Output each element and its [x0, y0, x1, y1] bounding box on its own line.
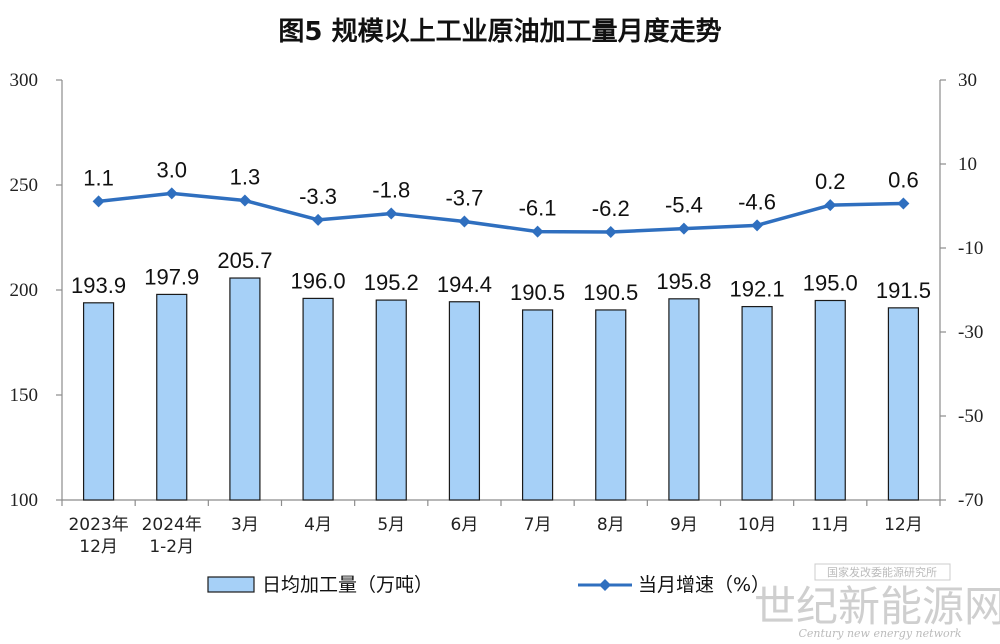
chart-title: 图5 规模以上工业原油加工量月度走势: [278, 16, 721, 47]
bar-data-label: 194.4: [437, 272, 492, 297]
line-point: [751, 219, 764, 232]
bar-data-label: 190.5: [510, 280, 565, 305]
bar: [375, 299, 407, 501]
growth-line: [98, 191, 904, 234]
bar-data-label: 205.7: [217, 248, 272, 273]
bar-data-label: 192.1: [730, 277, 785, 302]
line-data-label: 0.6: [888, 167, 919, 192]
x-tick-label: 12月: [884, 515, 923, 535]
line-point: [824, 199, 837, 212]
bar: [887, 307, 920, 501]
line-point: [238, 194, 251, 207]
x-tick-label: 6月: [451, 515, 479, 535]
watermark: 国家发改委能源研究所 世纪新能源网 Century new energy net…: [754, 563, 1000, 640]
bar-data-label: 195.0: [803, 271, 858, 296]
line-point: [677, 222, 690, 235]
line-data-label: 3.0: [156, 157, 187, 182]
x-tick-label: 11月: [811, 515, 850, 535]
bar: [82, 302, 115, 501]
y-right-tick-label: 10: [958, 154, 977, 175]
x-tick-label: 2023年: [68, 515, 128, 535]
bar-data-label: 191.5: [876, 278, 931, 303]
line-data-labels: 1.1 3.0 1.3 -3.3 -1.8 -3.7 -6.1 -6.2 -5.4 -4.6 0.2…: [83, 157, 918, 221]
x-tick-label: 5月: [377, 515, 405, 535]
line-data-label: -6.2: [592, 196, 630, 221]
line-data-label: -6.1: [519, 196, 557, 221]
bar-data-label: 196.0: [291, 268, 346, 293]
line-point: [165, 187, 178, 200]
line-series: [92, 187, 910, 239]
bar-data-labels: 193.9 197.9 205.7 196.0 195.2 194.4 190.5 190.5…: [71, 248, 931, 305]
bar: [814, 299, 846, 501]
watermark-top-text: 国家发改委能源研究所: [827, 565, 937, 579]
watermark-top-box: [814, 563, 951, 581]
x-tick-label: 8月: [597, 515, 625, 535]
x-tick-label: 1-2月: [149, 537, 194, 557]
y-right-tick-label: 30: [958, 70, 977, 91]
y-left-tick-label: 150: [10, 385, 39, 406]
line-point: [531, 225, 544, 238]
x-tick-label: 9月: [670, 515, 698, 535]
line-data-label: -4.6: [738, 189, 776, 214]
bar: [229, 277, 261, 501]
y-left-tick-label: 300: [10, 70, 39, 91]
bar: [521, 309, 554, 501]
line-point: [458, 215, 471, 228]
x-tick-label: 4月: [304, 515, 332, 535]
bar: [156, 293, 188, 501]
watermark-sub-text: Century new energy network: [798, 627, 961, 640]
bar: [741, 305, 773, 501]
line-point: [897, 197, 910, 210]
bar-data-label: 190.5: [583, 280, 638, 305]
line-data-label: 1.1: [83, 165, 114, 190]
bar-data-label: 193.9: [71, 273, 126, 298]
watermark-main-text: 世纪新能源网: [754, 582, 1000, 631]
x-tick-label: 3月: [231, 515, 259, 535]
y-right-tick-label: -30: [958, 322, 983, 343]
x-tick-label: 12月: [79, 537, 118, 557]
bar-data-label: 197.9: [144, 264, 199, 289]
line-data-label: -5.4: [665, 193, 703, 218]
bar: [448, 301, 481, 501]
y-left-tick-label: 250: [10, 175, 39, 196]
y-left-tick-label: 200: [10, 280, 39, 301]
legend-line-marker: [599, 579, 611, 591]
bar-data-label: 195.2: [364, 270, 419, 295]
bar-data-label: 195.8: [656, 269, 711, 294]
line-point: [312, 213, 325, 226]
x-tick-label: 10月: [738, 515, 777, 535]
bar: [595, 309, 627, 501]
legend-bar-label: 日均加工量（万吨）: [262, 574, 433, 596]
line-data-label: -3.7: [445, 186, 483, 211]
bar-series: [82, 277, 920, 501]
legend: 日均加工量（万吨） 当月增速（%）: [207, 574, 770, 596]
legend-line-label: 当月增速（%）: [638, 574, 770, 596]
chart-axes: 100 150 200 250 300 -70 -50 -30 -10 10 30: [10, 70, 984, 511]
line-data-label: 1.3: [230, 165, 261, 190]
y-right-tick-label: -70: [958, 490, 983, 511]
line-point: [92, 195, 105, 208]
line-point: [604, 226, 617, 239]
line-data-label: 0.2: [815, 169, 846, 194]
legend-bar-swatch: [207, 576, 255, 593]
bar: [668, 298, 700, 501]
bar: [302, 297, 334, 501]
x-tick-label: 7月: [524, 515, 552, 535]
line-data-label: -1.8: [372, 178, 410, 203]
y-left-tick-label: 100: [10, 490, 39, 511]
y-right-tick-label: -10: [958, 238, 983, 259]
x-tick-label: 2024年: [142, 515, 202, 535]
line-data-label: -3.3: [299, 184, 337, 209]
line-point: [385, 207, 398, 220]
y-right-tick-label: -50: [958, 406, 983, 427]
